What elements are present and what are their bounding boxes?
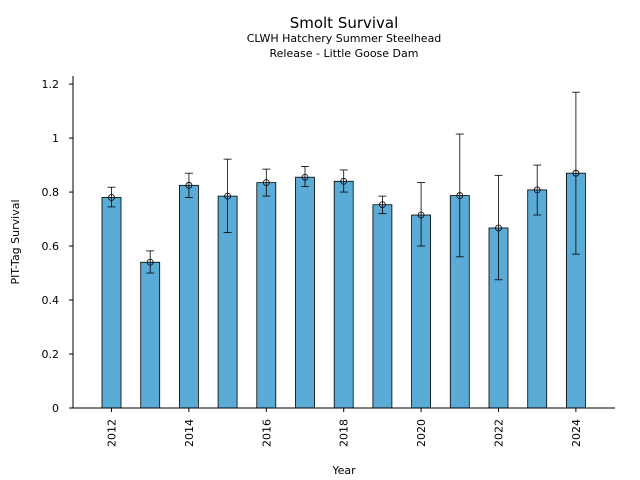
point-2018 [340, 177, 348, 185]
point-2024 [572, 169, 580, 177]
y-tick-label: 0.4 [42, 294, 60, 307]
x-tick-label: 2014 [183, 419, 196, 447]
x-tick-label: 2022 [493, 419, 506, 447]
bar-2016 [256, 182, 277, 409]
point-2019 [378, 201, 386, 209]
error-bar-2024 [571, 91, 580, 255]
error-bar-2014 [184, 172, 193, 198]
point-2014 [185, 181, 193, 189]
y-ticks-group: 0 0.2 0.4 0.6 0.8 1 1.2 [42, 78, 73, 415]
x-tick-label: 2016 [260, 419, 273, 447]
chart-subtitle-line-1: CLWH Hatchery Summer Steelhead [247, 32, 442, 45]
error-bar-2019 [378, 195, 387, 215]
error-bars-group [107, 91, 580, 281]
x-tick-label: 2024 [570, 419, 583, 447]
bar-2017 [295, 176, 315, 409]
chart-subtitle-line-2: Release - Little Goose Dam [270, 47, 419, 60]
error-bar-2017 [301, 166, 309, 188]
point-2023 [533, 186, 541, 194]
error-bar-2018 [339, 169, 348, 193]
y-axis-label: PIT-Tag Survival [9, 199, 22, 284]
point-2017 [301, 173, 309, 181]
bar-2023 [527, 189, 548, 409]
point-2021 [456, 192, 464, 199]
error-bar-2023 [533, 164, 542, 216]
error-bar-2021 [455, 133, 464, 258]
y-tick-label: 0.8 [42, 186, 60, 199]
bar-2014 [178, 184, 199, 409]
y-tick-label: 1.2 [42, 78, 60, 91]
bar-2012 [101, 197, 122, 409]
point-2013 [146, 258, 154, 266]
x-tick-label: 2020 [415, 419, 428, 447]
error-bar-2022 [494, 174, 503, 281]
point-2015 [224, 192, 232, 200]
point-2022 [495, 224, 502, 232]
point-2012 [108, 194, 115, 201]
bars-group [101, 172, 586, 409]
x-tick-label: 2012 [106, 419, 119, 447]
point-2020 [417, 211, 425, 219]
error-bar-2015 [223, 158, 232, 233]
error-bar-2020 [417, 182, 426, 247]
x-tick-label: 2018 [338, 419, 351, 447]
x-ticks-group: 2012 2014 2016 2018 2020 2022 2024 [106, 408, 583, 447]
error-bar-2012 [107, 186, 116, 208]
points-group [108, 169, 580, 266]
x-axis-label: Year [331, 464, 356, 477]
bar-2018 [333, 180, 354, 409]
y-tick-label: 0.6 [42, 240, 60, 253]
y-tick-label: 1 [52, 132, 59, 145]
y-tick-label: 0 [52, 402, 59, 415]
y-tick-label: 0.2 [42, 348, 60, 361]
bar-2013 [140, 261, 161, 409]
error-bar-2013 [146, 250, 155, 274]
chart-title: Smolt Survival [290, 14, 399, 32]
bar-2019 [372, 204, 393, 409]
error-bar-2016 [262, 168, 271, 197]
point-2016 [262, 179, 270, 187]
